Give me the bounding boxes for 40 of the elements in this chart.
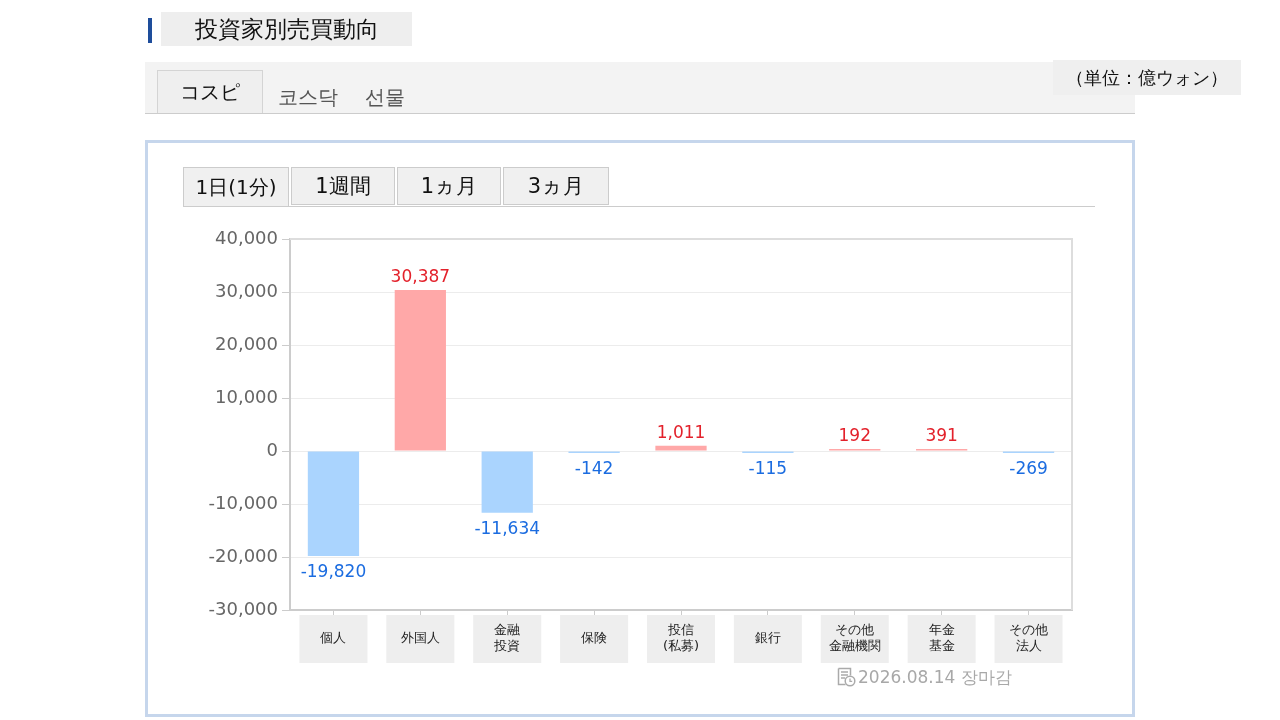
- y-tick-label: -10,000: [208, 491, 278, 513]
- x-tick-label: 金融投資: [493, 622, 521, 653]
- tab: 1週間: [291, 167, 395, 205]
- tab: 1ヵ月: [397, 167, 501, 205]
- y-tick-label: 30,000: [215, 279, 278, 301]
- data-label: 30,387: [390, 265, 451, 286]
- bar: [481, 451, 533, 513]
- x-tick-label: その他金融機関: [828, 622, 881, 653]
- tab: 3ヵ月: [503, 167, 609, 205]
- data-label: -19,820: [300, 561, 367, 582]
- y-tick-label: 20,000: [215, 332, 278, 354]
- data-label: 1,011: [656, 421, 706, 442]
- bar: [307, 451, 360, 557]
- x-tick-label: 投信(私募): [662, 622, 700, 653]
- x-tick-label: その他法人: [1009, 622, 1049, 653]
- data-label: 192: [838, 425, 871, 445]
- y-tick-label: 40,000: [215, 226, 278, 248]
- text: 선물: [365, 83, 405, 111]
- data-label: -269: [1009, 458, 1048, 478]
- x-tick-label: 保険: [581, 630, 608, 646]
- y-tick-label: 0: [266, 438, 278, 460]
- bar: [655, 445, 707, 451]
- data-label: 391: [925, 424, 958, 445]
- x-tick-label: 個人: [320, 630, 347, 646]
- tab: コスピ: [157, 70, 263, 113]
- tab: 1日(1分): [183, 167, 289, 206]
- x-tick-label: 銀行: [754, 630, 781, 646]
- y-tick-label: -30,000: [208, 597, 278, 619]
- x-tick-label: 年金基金: [928, 622, 955, 653]
- text: 2026.08.14 장마감: [858, 665, 1012, 689]
- data-label: -142: [574, 458, 614, 478]
- data-label: -115: [748, 458, 788, 478]
- bar: [394, 289, 446, 451]
- data-label: -11,634: [474, 517, 541, 538]
- text: （単位：億ウォン）: [1066, 65, 1228, 90]
- chart-title: 投資家別売買動向: [161, 12, 412, 46]
- x-tick-label: 外国人: [400, 630, 440, 646]
- y-tick-label: 10,000: [215, 385, 278, 407]
- text: 코스닥: [278, 83, 338, 111]
- y-tick-label: -20,000: [208, 544, 278, 566]
